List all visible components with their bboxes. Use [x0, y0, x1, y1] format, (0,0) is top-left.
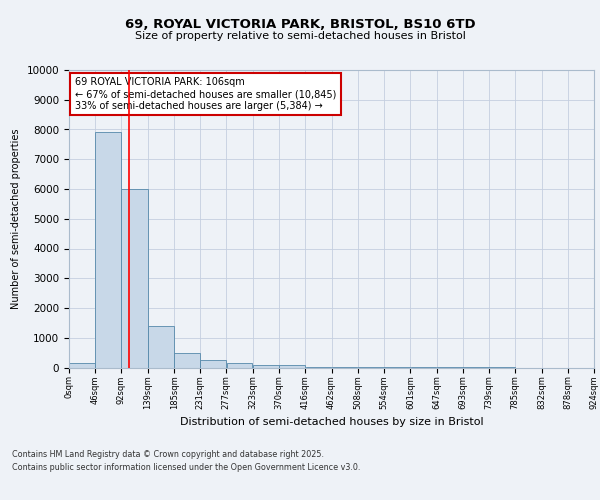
Bar — [69, 363, 95, 368]
Bar — [227, 363, 253, 368]
Bar — [253, 364, 279, 368]
Text: Contains HM Land Registry data © Crown copyright and database right 2025.: Contains HM Land Registry data © Crown c… — [12, 450, 324, 459]
Bar — [148, 326, 174, 368]
Text: 69, ROYAL VICTORIA PARK, BRISTOL, BS10 6TD: 69, ROYAL VICTORIA PARK, BRISTOL, BS10 6… — [125, 18, 475, 30]
Y-axis label: Number of semi-detached properties: Number of semi-detached properties — [11, 128, 21, 309]
X-axis label: Distribution of semi-detached houses by size in Bristol: Distribution of semi-detached houses by … — [179, 418, 484, 428]
Text: Contains public sector information licensed under the Open Government Licence v3: Contains public sector information licen… — [12, 462, 361, 471]
Bar — [280, 366, 305, 368]
Bar — [121, 189, 148, 368]
Bar — [174, 352, 200, 368]
Text: 69 ROYAL VICTORIA PARK: 106sqm
← 67% of semi-detached houses are smaller (10,845: 69 ROYAL VICTORIA PARK: 106sqm ← 67% of … — [74, 78, 336, 110]
Bar — [95, 132, 121, 368]
Bar — [305, 366, 331, 368]
Bar — [200, 360, 226, 368]
Text: Size of property relative to semi-detached houses in Bristol: Size of property relative to semi-detach… — [134, 31, 466, 41]
